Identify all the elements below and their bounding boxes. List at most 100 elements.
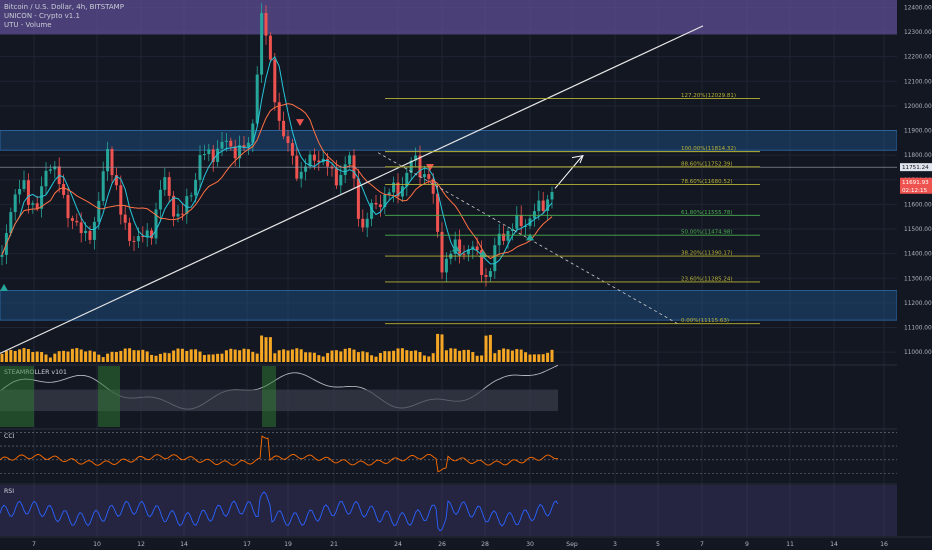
- candle-body-49: [216, 148, 220, 162]
- time-tick-11: Sep: [566, 541, 578, 548]
- volume-bar-0: [0, 353, 4, 362]
- candle-body-21: [92, 221, 96, 240]
- rsi-line: [0, 491, 559, 532]
- volume-bar-53: [233, 349, 237, 362]
- volume-bar-64: [282, 349, 286, 362]
- zone-blue-upper: [0, 130, 898, 151]
- volume-bar-17: [75, 348, 79, 362]
- volume-bar-27: [119, 350, 123, 362]
- volume-bar-70: [308, 352, 312, 362]
- volume-bar-106: [466, 349, 470, 362]
- candle-body-27: [119, 185, 123, 215]
- volume-bar-24: [106, 353, 110, 362]
- volume-bar-91: [400, 348, 404, 362]
- candle-body-7: [31, 203, 35, 205]
- candle-body-87: [383, 194, 387, 208]
- volume-bar-4: [18, 349, 22, 362]
- candle-body-108: [475, 246, 479, 251]
- volume-bar-50: [220, 353, 224, 362]
- volume-bar-14: [62, 350, 66, 362]
- volume-bar-114: [502, 348, 506, 362]
- time-tick-1: 10: [93, 541, 101, 548]
- volume-bar-3: [13, 350, 17, 362]
- candle-body-119: [524, 225, 528, 227]
- candle-body-78: [343, 164, 347, 176]
- candle-body-104: [458, 239, 462, 254]
- cci-line: [0, 435, 559, 473]
- volume-bar-116: [510, 350, 514, 362]
- candle-body-110: [484, 275, 488, 277]
- countdown-label: 02:12:15: [902, 188, 928, 194]
- volume-bar-109: [480, 355, 484, 362]
- fib-label-5: 50.00%(11474.98): [681, 230, 733, 236]
- candle-body-5: [22, 180, 26, 189]
- candle-body-124: [546, 199, 550, 212]
- volume-bar-30: [132, 350, 136, 362]
- candle-body-125: [550, 191, 554, 200]
- volume-bar-80: [352, 349, 356, 362]
- candle-body-30: [132, 240, 136, 242]
- volume-bar-25: [110, 351, 114, 362]
- candle-body-63: [277, 102, 281, 121]
- volume-bar-76: [334, 350, 338, 362]
- price-tick-13: 11100.00: [904, 326, 932, 332]
- moving-average-12: [1, 103, 553, 260]
- candle-body-56: [246, 142, 250, 147]
- candle-body-85: [374, 202, 378, 205]
- time-tick-13: 5: [656, 541, 660, 548]
- volume-bar-12: [53, 353, 57, 362]
- volume-bar-125: [550, 349, 554, 362]
- volume-bar-48: [211, 354, 215, 362]
- volume-bar-39: [172, 350, 176, 362]
- time-tick-2: 12: [137, 541, 145, 548]
- candle-body-60: [264, 13, 268, 36]
- volume-bar-22: [97, 354, 101, 362]
- fib-label-0: 127.20%(12029.81): [681, 93, 736, 99]
- candle-body-76: [334, 168, 338, 186]
- volume-bar-62: [273, 353, 277, 362]
- candle-body-51: [224, 140, 228, 142]
- candle-body-105: [462, 253, 466, 255]
- candle-body-43: [189, 195, 193, 197]
- candle-body-77: [339, 175, 343, 186]
- candle-body-38: [167, 177, 171, 196]
- sell-signal-1: [426, 163, 434, 171]
- candle-body-65: [286, 136, 290, 144]
- volume-bar-1: [4, 350, 8, 362]
- volume-bar-83: [365, 352, 369, 362]
- candle-body-120: [528, 218, 532, 226]
- time-tick-10: 30: [526, 541, 534, 548]
- candle-body-52: [229, 140, 233, 147]
- price-tick-5: 11900.00: [904, 129, 932, 135]
- volume-bar-97: [427, 356, 431, 362]
- volume-bar-102: [449, 348, 453, 362]
- candle-body-109: [480, 250, 484, 276]
- volume-bar-73: [321, 356, 325, 362]
- candle-body-24: [106, 148, 110, 172]
- candle-body-39: [172, 195, 176, 217]
- volume-bar-78: [343, 348, 347, 362]
- volume-bar-118: [519, 349, 523, 362]
- candle-body-40: [176, 213, 180, 217]
- volume-bar-60: [264, 337, 268, 362]
- price-tick-0: 12400.00: [904, 5, 932, 11]
- candle-body-94: [414, 155, 418, 161]
- candle-body-4: [18, 188, 22, 195]
- cci-title: CCI: [4, 433, 15, 440]
- volume-bar-40: [176, 348, 180, 362]
- volume-bar-57: [251, 351, 255, 362]
- volume-bar-18: [79, 349, 83, 362]
- volume-bar-61: [268, 337, 272, 362]
- fib-label-2: 88.60%(11752.39): [681, 161, 733, 167]
- price-tick-8: 11600.00: [904, 202, 932, 208]
- volume-bar-115: [506, 349, 510, 362]
- volume-bar-55: [242, 348, 246, 362]
- volume-bar-52: [229, 348, 233, 362]
- candle-body-71: [312, 154, 316, 161]
- candle-body-115: [506, 230, 510, 241]
- symbol-title: Bitcoin / U.S. Dollar, 4h, BITSTAMP: [4, 3, 124, 11]
- volume-bar-117: [515, 349, 519, 362]
- volume-bar-32: [141, 349, 145, 362]
- buy-signal-2: [479, 250, 487, 258]
